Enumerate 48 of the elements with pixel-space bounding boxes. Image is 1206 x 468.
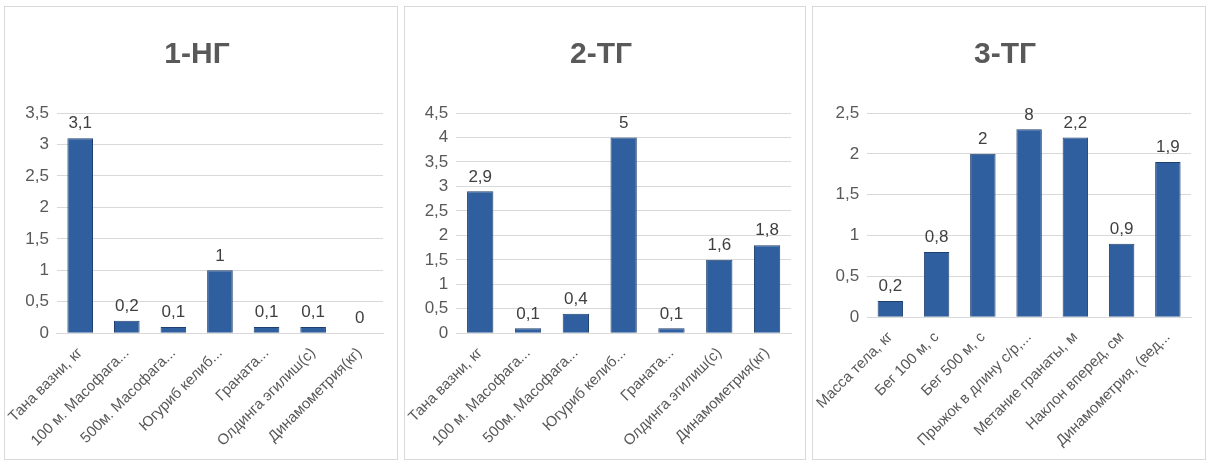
data-label: 1,9 bbox=[1156, 137, 1180, 157]
y-tick-label: 2,5 bbox=[25, 165, 49, 185]
data-label: 0,1 bbox=[254, 302, 279, 322]
y-tick-label: 2 bbox=[849, 143, 860, 163]
y-tick-label: 1,5 bbox=[25, 228, 49, 248]
y-tick-label: 3 bbox=[438, 176, 449, 196]
y-tick-label: 0,5 bbox=[25, 291, 49, 311]
y-tick-label: 1,5 bbox=[835, 184, 860, 204]
data-label: 1 bbox=[215, 245, 225, 265]
data-label: 0,1 bbox=[301, 302, 325, 322]
y-tick-label: 0,5 bbox=[424, 298, 449, 318]
y-tick-label: 1 bbox=[39, 260, 49, 280]
annotation: 1,6 bbox=[707, 235, 732, 255]
annotation: 5 bbox=[618, 112, 629, 132]
y-tick-label: 4,5 bbox=[424, 102, 449, 122]
data-label: 0,2 bbox=[878, 276, 903, 296]
data-label: 2,2 bbox=[1063, 112, 1088, 132]
y-tick-label: 1 bbox=[849, 225, 860, 245]
data-label: 2 bbox=[978, 129, 988, 149]
y-tick-label: 0,5 bbox=[835, 266, 860, 286]
y-tick-label: 3 bbox=[39, 134, 49, 154]
y-tick-label: 3,5 bbox=[25, 102, 49, 122]
y-tick-label: 0 bbox=[438, 322, 449, 342]
data-label: 1,8 bbox=[755, 220, 779, 240]
y-tick-label: 3,5 bbox=[424, 151, 449, 171]
data-label: 0,9 bbox=[1109, 218, 1134, 238]
data-label: 0,4 bbox=[564, 288, 588, 308]
data-label: 0,2 bbox=[114, 295, 139, 315]
data-label: 2,9 bbox=[468, 166, 493, 186]
data-label: 0 bbox=[354, 308, 365, 328]
y-tick-label: 1,5 bbox=[424, 249, 449, 269]
data-label: 0,1 bbox=[659, 303, 684, 323]
y-tick-label: 2 bbox=[438, 225, 449, 245]
y-tick-label: 0 bbox=[39, 322, 49, 342]
chart-title: 3-ТГ bbox=[973, 36, 1037, 70]
y-tick-label: 2 bbox=[39, 197, 49, 217]
chart-title: 2-ТГ bbox=[569, 36, 633, 70]
y-tick-label: 4 bbox=[438, 127, 449, 147]
y-tick-label: 2,5 bbox=[424, 200, 449, 220]
y-tick-label: 1 bbox=[438, 274, 449, 294]
data-label: 0,1 bbox=[516, 303, 540, 323]
chart-title: 1-НГ bbox=[164, 36, 230, 70]
annotation: 8 bbox=[1024, 104, 1034, 124]
y-tick-label: 2,5 bbox=[835, 102, 860, 122]
data-label: 0,1 bbox=[161, 302, 186, 322]
data-label: 3,1 bbox=[68, 113, 93, 133]
y-tick-label: 0 bbox=[849, 307, 860, 326]
data-label: 0,8 bbox=[924, 227, 949, 247]
